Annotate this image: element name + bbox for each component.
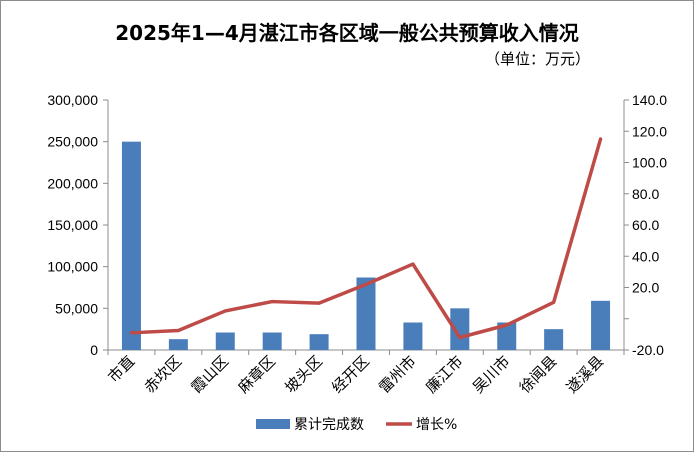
growth-point-5 <box>317 301 321 305</box>
right-tick-label: 140.0 <box>632 92 667 108</box>
legend-label-bars: 累计完成数 <box>294 417 364 433</box>
chart-title: 2025年1—4月湛江市各区域一般公共预算收入情况 <box>115 21 579 45</box>
growth-point-3 <box>223 309 227 313</box>
left-tick-label: 150,000 <box>47 217 98 233</box>
left-tick-label: 100,000 <box>47 259 98 275</box>
right-tick-label: -20.0 <box>632 342 664 358</box>
legend-swatch-bars <box>256 419 290 429</box>
growth-point-8 <box>458 336 462 339</box>
bar-9 <box>497 322 517 350</box>
left-tick-label: 200,000 <box>47 175 98 191</box>
right-tick-label: 100.0 <box>632 155 667 171</box>
right-tick-label: 20.0 <box>632 280 659 296</box>
bar-2 <box>168 339 188 350</box>
growth-point-1 <box>129 331 133 335</box>
growth-point-7 <box>411 262 415 266</box>
right-tick-label: 40.0 <box>632 248 659 264</box>
left-tick-label: 300,000 <box>47 92 98 108</box>
growth-point-2 <box>176 328 180 332</box>
legend-label-line: 增长% <box>416 417 457 433</box>
chart-subtitle: （单位：万元） <box>485 50 590 68</box>
right-tick-label: 60.0 <box>632 217 659 233</box>
bar-4 <box>262 332 282 350</box>
bar-7 <box>403 322 423 350</box>
bar-8 <box>450 308 470 350</box>
bar-6 <box>356 277 376 350</box>
growth-point-9 <box>505 323 509 327</box>
growth-point-4 <box>270 300 274 304</box>
right-tick-label: 120.0 <box>632 123 667 139</box>
right-tick-label: 80.0 <box>632 186 659 202</box>
bar-5 <box>309 334 329 350</box>
growth-point-10 <box>552 300 556 304</box>
left-tick-label: 50,000 <box>55 300 98 316</box>
bar-11 <box>591 300 611 350</box>
bar-3 <box>215 332 235 350</box>
left-tick-label: 0 <box>90 342 98 358</box>
growth-point-6 <box>364 282 368 286</box>
bar-1 <box>121 141 141 350</box>
growth-point-11 <box>599 137 603 141</box>
bar-10 <box>544 329 564 350</box>
left-tick-label: 250,000 <box>47 134 98 150</box>
